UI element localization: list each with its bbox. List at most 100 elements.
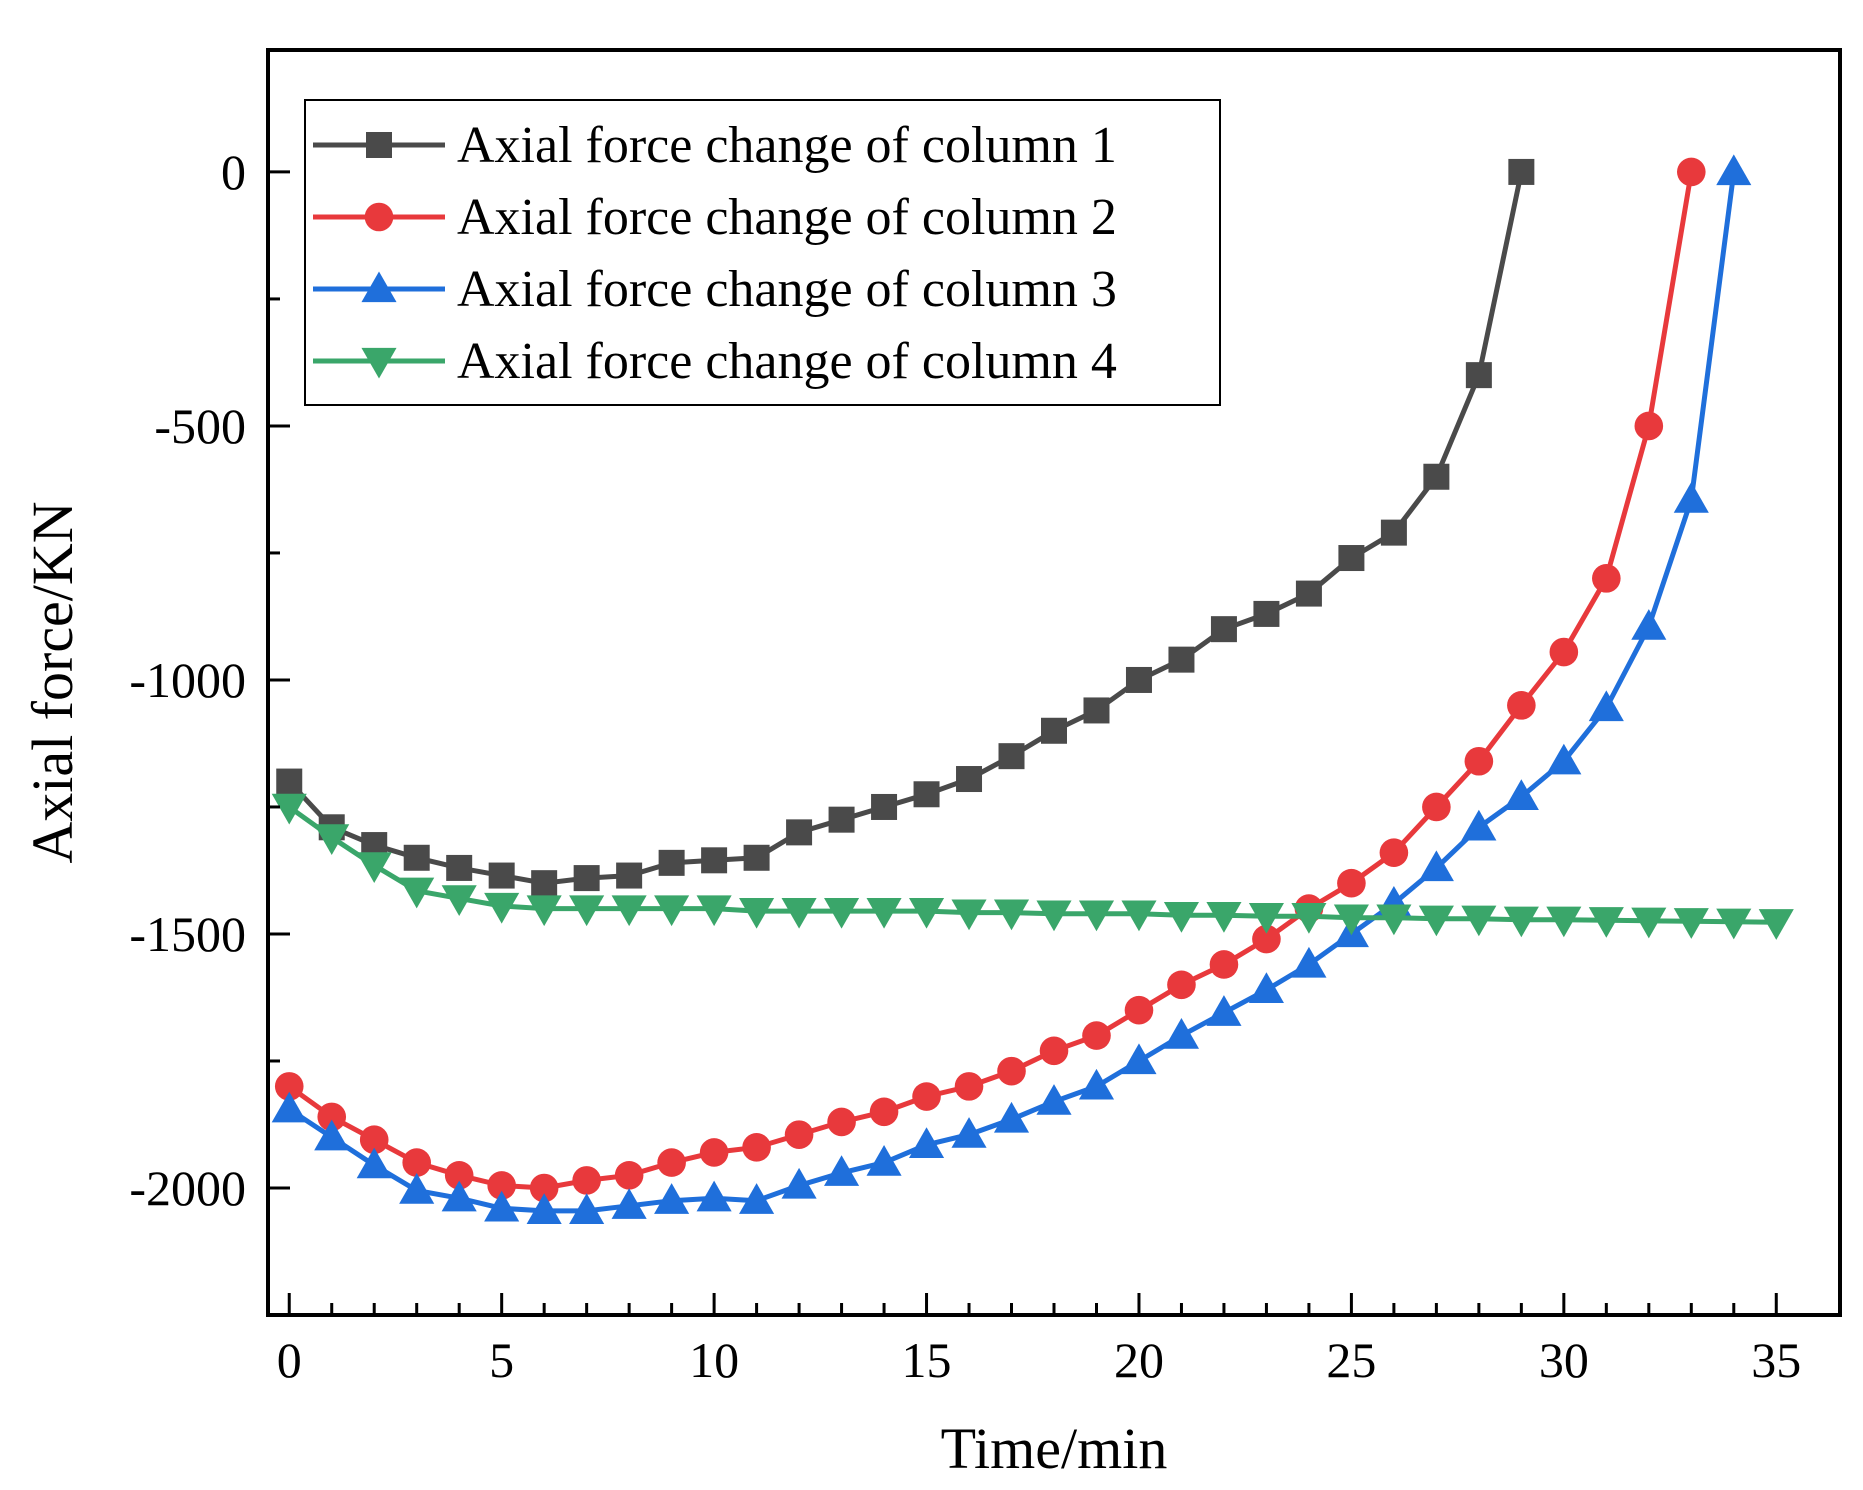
data-point <box>1631 609 1667 640</box>
data-point <box>1252 924 1281 954</box>
y-axis-title: Axial force/KN <box>20 501 85 863</box>
data-point <box>1673 908 1709 939</box>
legend-box <box>304 99 1221 406</box>
data-point <box>271 793 307 825</box>
x-tick-label: 10 <box>689 1332 739 1388</box>
data-point <box>657 1148 686 1177</box>
series-line <box>287 171 1694 1191</box>
data-point <box>784 1120 814 1149</box>
y-tick-label: -2000 <box>129 1160 246 1216</box>
data-point <box>276 768 303 795</box>
data-point <box>1503 779 1539 810</box>
data-point <box>1418 850 1454 882</box>
data-point <box>1634 411 1664 441</box>
y-tick-label: -1500 <box>129 906 246 962</box>
data-point <box>356 1147 392 1179</box>
data-point <box>572 1166 601 1195</box>
data-point <box>1041 717 1067 744</box>
x-tick-label: 15 <box>902 1332 952 1388</box>
legend-item-4: Axial force change of column 4 <box>313 333 1117 390</box>
x-tick-label: 0 <box>277 1332 302 1388</box>
data-point <box>866 1145 902 1176</box>
data-point <box>1423 463 1450 490</box>
data-point <box>531 870 558 897</box>
y-axis: 0 -500 -1000 -1500 -2000 <box>129 144 290 1216</box>
data-point <box>1125 666 1152 693</box>
data-point <box>1210 616 1237 643</box>
data-point <box>1418 905 1454 937</box>
data-point <box>1546 743 1582 775</box>
data-point <box>1206 902 1242 933</box>
legend-item-1: Axial force change of column 1 <box>313 117 1117 174</box>
data-point <box>824 1155 860 1186</box>
data-point <box>742 1133 771 1162</box>
x-tick-label: 5 <box>489 1332 514 1388</box>
data-point <box>869 1097 899 1127</box>
legend-item-3: Axial force change of column 3 <box>313 261 1117 318</box>
data-point <box>828 806 855 833</box>
data-point <box>743 844 770 871</box>
data-point <box>1295 580 1322 607</box>
data-point <box>1376 904 1412 936</box>
data-point <box>441 885 477 916</box>
data-point <box>908 1127 945 1158</box>
data-point <box>361 271 397 303</box>
x-tick-label: 25 <box>1326 1332 1376 1388</box>
data-point <box>1507 691 1536 720</box>
data-point <box>403 844 430 871</box>
data-point <box>1078 900 1115 932</box>
data-point <box>1676 157 1706 187</box>
data-point <box>1716 908 1752 940</box>
data-point <box>1082 1021 1111 1050</box>
data-point <box>1253 600 1280 627</box>
data-point <box>441 1180 477 1212</box>
data-point <box>484 1190 520 1222</box>
data-point <box>1503 906 1539 938</box>
data-point <box>364 202 394 232</box>
data-point <box>446 854 473 881</box>
data-point <box>1163 902 1200 933</box>
data-point <box>1588 907 1624 938</box>
data-point <box>739 897 775 929</box>
data-point <box>1337 868 1366 898</box>
data-point <box>1461 905 1497 937</box>
data-point <box>1464 746 1494 776</box>
data-point <box>739 1183 775 1214</box>
data-point <box>366 132 392 158</box>
x-tick-label: 35 <box>1751 1332 1801 1388</box>
data-point <box>912 1082 941 1111</box>
data-point <box>1206 995 1242 1026</box>
data-point <box>1036 900 1072 932</box>
data-point <box>611 895 647 927</box>
data-point <box>569 895 605 927</box>
data-point <box>866 897 902 929</box>
data-point <box>611 1188 647 1219</box>
data-point <box>1209 950 1239 979</box>
data-point <box>781 897 817 929</box>
data-point <box>1549 637 1579 667</box>
data-point <box>361 347 397 379</box>
data-point <box>616 862 643 889</box>
data-point <box>998 743 1025 770</box>
y-tick-label: 0 <box>221 144 246 200</box>
data-point <box>871 793 898 820</box>
data-point <box>913 781 940 808</box>
legend: Axial force change of column 1 Axial forc… <box>304 99 1221 406</box>
data-point <box>1379 838 1409 867</box>
data-point <box>1546 906 1582 938</box>
data-point <box>827 1107 856 1137</box>
data-point <box>1673 482 1709 513</box>
data-point <box>314 1119 350 1151</box>
x-axis: 0 5 10 15 20 25 30 35 <box>277 1293 1801 1388</box>
data-point <box>314 824 350 855</box>
data-point <box>993 899 1030 931</box>
data-point <box>1465 362 1492 389</box>
plot-area <box>271 154 1794 1225</box>
data-point <box>658 849 685 876</box>
data-point <box>954 1072 984 1101</box>
data-point <box>1508 158 1535 185</box>
data-point <box>1121 1043 1157 1075</box>
data-point <box>1291 903 1327 934</box>
data-point <box>1592 564 1621 593</box>
